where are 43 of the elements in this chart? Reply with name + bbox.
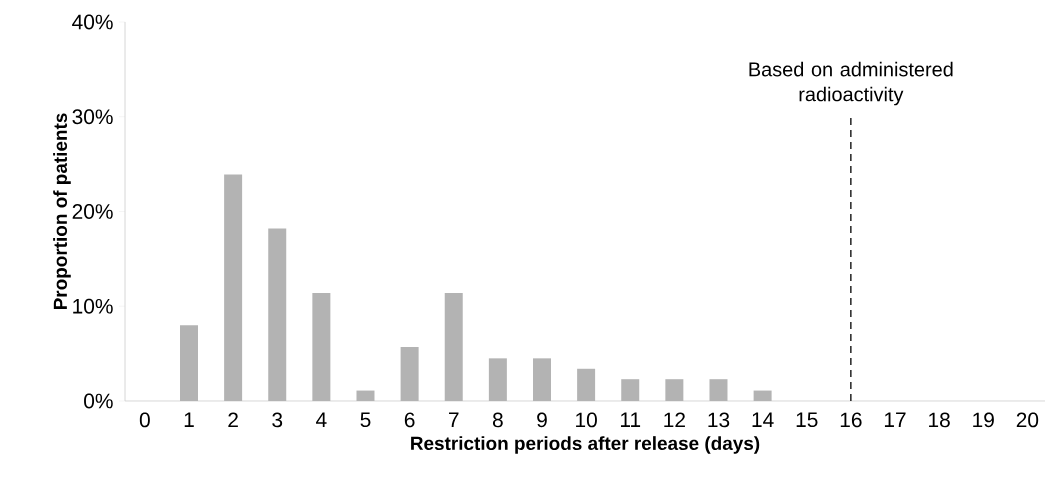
x-tick-label: 4: [316, 412, 327, 427]
x-tick-label: 1: [184, 412, 194, 427]
bar: [312, 292, 331, 401]
bar: [753, 390, 772, 401]
x-tick-label: 12: [664, 412, 685, 428]
x-tick-label: 18: [929, 412, 950, 428]
bar: [224, 174, 243, 401]
y-tick-label: 20%: [72, 204, 113, 219]
bar: [621, 379, 640, 401]
x-tick-label: 14: [752, 412, 774, 427]
bar: [400, 346, 419, 401]
x-tick-label: 19: [973, 412, 994, 428]
y-tick-label: 0%: [84, 393, 113, 409]
bar: [532, 358, 551, 401]
bar: [444, 292, 463, 401]
x-tick-label: 7: [449, 412, 459, 427]
y-axis-title: Proportion of patients: [53, 113, 71, 310]
x-tick-label: 11: [620, 412, 641, 427]
x-axis-title: Restriction periods after release (days): [411, 436, 760, 454]
bar: [268, 228, 287, 401]
x-tick-label: 16: [840, 412, 862, 428]
x-tick-label: 10: [576, 412, 597, 428]
bar: [356, 390, 375, 401]
x-tick-label: 3: [272, 412, 283, 428]
x-tick-label: 6: [404, 412, 415, 428]
x-tick-label: 8: [492, 412, 503, 428]
x-tick-label: 9: [537, 412, 547, 428]
x-tick-label: 20: [1016, 412, 1039, 428]
x-tick-label: 13: [708, 412, 730, 428]
y-tick-label: 10%: [73, 298, 113, 314]
bar: [577, 368, 596, 401]
bar: [179, 325, 198, 401]
ref-line-label: Based on administered radioactivity: [749, 61, 953, 106]
x-tick-label: 15: [796, 412, 818, 428]
y-tick-label: 30%: [72, 109, 113, 125]
x-tick-label: 5: [360, 412, 371, 428]
bar: [488, 358, 507, 401]
x-tick-label: 2: [228, 412, 238, 428]
x-tick-label: 17: [884, 412, 906, 427]
y-tick-label: 40%: [72, 14, 113, 30]
bar: [665, 379, 684, 401]
x-tick-label: 0: [139, 412, 150, 428]
bar: [709, 379, 728, 401]
